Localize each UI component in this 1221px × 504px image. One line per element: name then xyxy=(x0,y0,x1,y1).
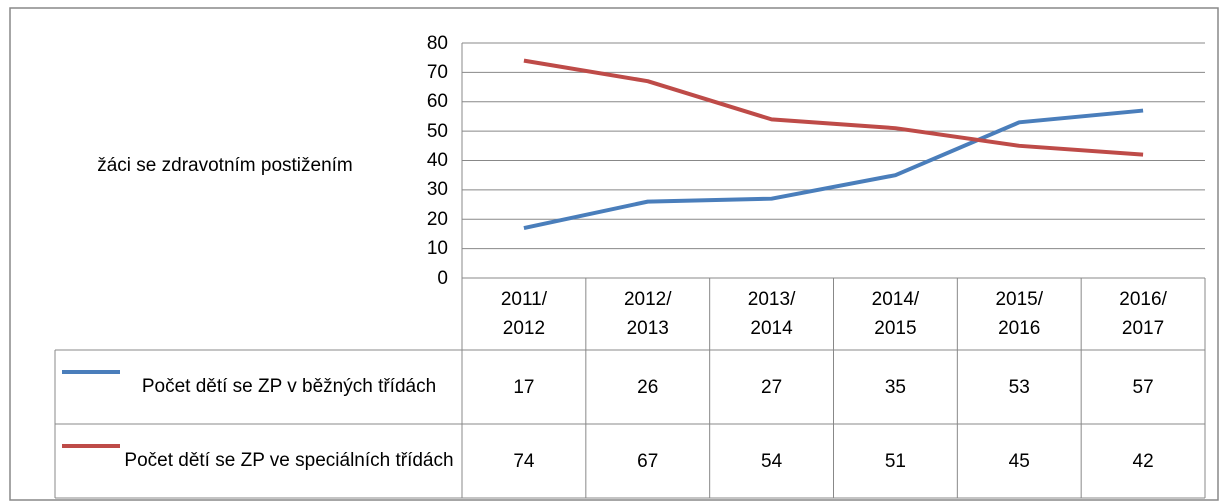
y-tick-label: 50 xyxy=(426,120,448,142)
x-tick-label: 2013/ 2014 xyxy=(747,289,796,339)
table-value: 74 xyxy=(513,450,535,472)
chart-frame xyxy=(9,7,1219,501)
y-tick-label: 30 xyxy=(426,179,448,201)
y-tick-label: 60 xyxy=(426,91,448,113)
line-series xyxy=(523,108,1144,231)
x-tick-label: 2015/ 2016 xyxy=(995,289,1044,339)
table-value: 27 xyxy=(761,376,783,398)
table-value: 53 xyxy=(1008,376,1030,398)
x-tick-label: 2014/ 2015 xyxy=(871,289,920,339)
table-value: 45 xyxy=(1008,450,1030,472)
y-tick-label: 0 xyxy=(437,267,448,289)
x-tick-label: 2011/ 2012 xyxy=(500,289,547,339)
y-tick-label: 70 xyxy=(426,61,448,83)
y-tick-label: 10 xyxy=(426,238,448,260)
y-tick-label: 20 xyxy=(426,208,448,230)
x-tick-label: 2012/ 2013 xyxy=(623,289,672,339)
table-value: 26 xyxy=(637,376,659,398)
table-value: 54 xyxy=(761,450,783,472)
legend-label: Počet dětí se ZP v běžných třídách xyxy=(141,376,437,397)
y-tick-label: 40 xyxy=(426,150,448,171)
table-value: 51 xyxy=(884,450,906,472)
x-tick-label: 2016/ 2017 xyxy=(1119,289,1167,339)
legend-label: Počet dětí se ZP ve speciálních třídách xyxy=(124,450,454,471)
table-value: 57 xyxy=(1132,376,1154,398)
y-tick-label: 80 xyxy=(426,32,448,54)
table-value: 42 xyxy=(1132,450,1154,472)
line-series xyxy=(523,58,1144,157)
table-value: 17 xyxy=(513,376,535,398)
table-value: 67 xyxy=(637,450,659,472)
table-value: 35 xyxy=(884,376,906,398)
y-axis-label: žáci se zdravotním postižením xyxy=(97,154,353,176)
